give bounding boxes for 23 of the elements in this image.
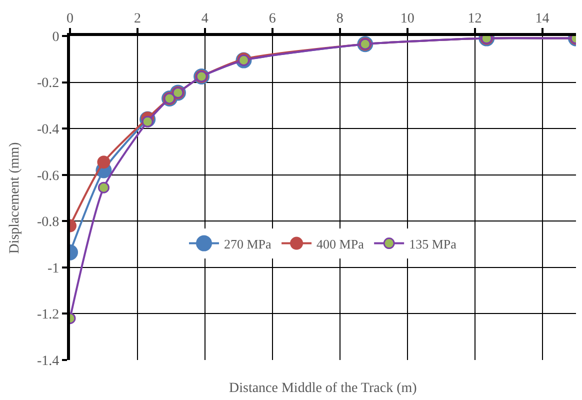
y-tick-label: -1.4 [37, 354, 60, 369]
y-axis-title: Displacement (mm) [8, 142, 23, 254]
x-tick-label: 14 [535, 11, 550, 26]
x-tick-label: 8 [336, 11, 344, 26]
y-tick-label: -0.2 [37, 76, 60, 92]
x-tick-label: 10 [400, 11, 414, 26]
x-tick-label: 0 [66, 11, 74, 26]
y-tick-label: -1 [48, 261, 60, 276]
y-tick-label: 0 [52, 30, 60, 45]
x-axis-title: Distance Middle of the Track (m) [229, 381, 418, 396]
point [97, 156, 110, 169]
x-tick-label: 12 [468, 11, 482, 26]
x-tick-label: 6 [268, 11, 276, 26]
y-tick-label: -0.6 [37, 168, 60, 184]
y-tick-label: -0.8 [37, 215, 60, 230]
point [98, 182, 110, 194]
legend-label: 270 MPa [224, 236, 272, 252]
legend-label: 135 MPa [409, 236, 457, 252]
legend-label: 400 MPa [316, 236, 364, 252]
y-tick-label: -1.2 [37, 308, 60, 323]
x-tick-label: 4 [201, 11, 208, 26]
y-tick-label: -0.4 [37, 122, 60, 138]
x-tick-label: 2 [134, 11, 141, 26]
